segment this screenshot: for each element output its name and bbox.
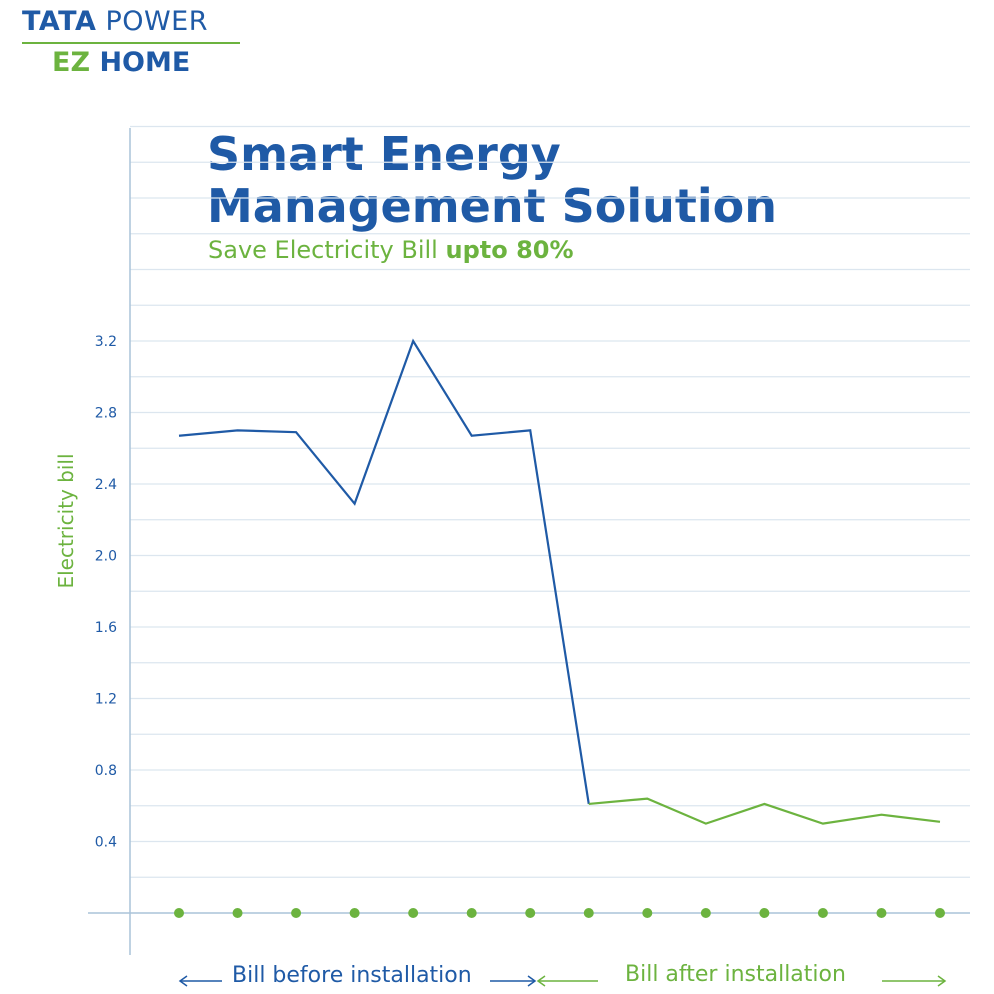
- logo-divider: [22, 42, 240, 44]
- logo-tata-power: TATA POWER: [22, 6, 244, 38]
- subtitle-regular: Save Electricity Bill: [208, 236, 446, 264]
- x-marker-dot: [466, 908, 477, 918]
- x-marker-dots: [174, 908, 945, 918]
- y-tick-label: 2.0: [95, 549, 117, 565]
- after-right-arrowhead: [937, 975, 947, 987]
- chart-subtitle: Save Electricity Bill upto 80%: [208, 236, 574, 264]
- logo-power: POWER: [105, 6, 208, 37]
- logo-ez: EZ: [52, 47, 91, 78]
- tata-power-ez-home-logo: TATA POWER EZ HOME: [22, 6, 244, 82]
- after-arrows: [536, 975, 947, 987]
- y-tick-label: 1.6: [95, 620, 117, 636]
- x-marker-dot: [642, 908, 653, 918]
- x-marker-dot: [817, 908, 828, 918]
- x-marker-dot: [525, 908, 536, 918]
- grid-lines: [130, 125, 970, 878]
- x-marker-dot: [349, 908, 360, 918]
- x-marker-dot: [408, 908, 419, 918]
- x-marker-dot: [291, 908, 302, 918]
- x-marker-dot: [759, 908, 770, 918]
- after-installation-label: Bill after installation: [625, 962, 846, 987]
- before-installation-label: Bill before installation: [232, 963, 472, 988]
- x-marker-dot: [174, 908, 184, 918]
- before-arrows: [178, 975, 537, 987]
- y-tick-label: 0.4: [95, 835, 117, 851]
- after-left-arrowhead: [536, 975, 546, 987]
- y-tick-label: 0.8: [95, 763, 117, 779]
- x-marker-dot: [700, 908, 711, 918]
- x-marker-dot: [935, 908, 945, 918]
- logo-tata: TATA: [22, 6, 97, 37]
- before-right-arrowhead: [527, 975, 537, 987]
- logo-home: HOME: [99, 47, 191, 78]
- before-left-arrowhead: [178, 975, 188, 987]
- chart-title: Smart Energy Management Solution: [207, 127, 777, 233]
- x-marker-dot: [232, 908, 243, 918]
- y-tick-labels: 0.4 0.8 1.2 1.6 2.0 2.4 2.8 3.2: [95, 334, 117, 851]
- x-marker-dot: [583, 908, 594, 918]
- y-tick-label: 3.2: [95, 334, 117, 350]
- y-axis-label: Electricity bill: [54, 453, 78, 588]
- y-tick-label: 2.4: [95, 477, 117, 493]
- y-tick-label: 2.8: [95, 406, 117, 422]
- series-line-after: [588, 797, 941, 825]
- y-tick-label: 1.2: [95, 692, 117, 708]
- logo-ez-home: EZ HOME: [22, 44, 244, 82]
- series-lines: [178, 338, 941, 825]
- series-line-before: [178, 338, 590, 805]
- subtitle-bold: upto 80%: [445, 236, 574, 264]
- x-marker-dot: [876, 908, 887, 918]
